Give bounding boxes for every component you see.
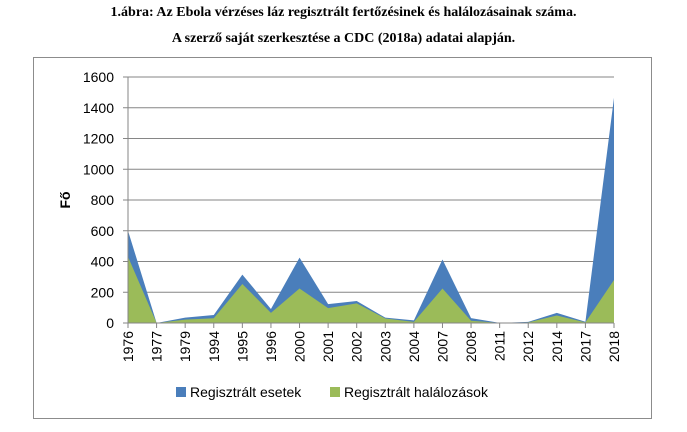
y-tick-label: 400	[91, 254, 115, 270]
y-tick-label: 1000	[83, 161, 114, 177]
x-tick-label: 1995	[234, 331, 250, 362]
y-tick-label: 0	[106, 315, 114, 331]
x-tick-label: 2003	[377, 331, 393, 362]
y-tick-label: 800	[91, 192, 115, 208]
x-tick-label: 2012	[520, 331, 536, 362]
legend-label-1: Regisztrált esetek	[190, 384, 302, 400]
x-tick-label: 2004	[406, 331, 422, 362]
x-tick-label: 1979	[177, 331, 193, 362]
y-tick-label: 1400	[83, 100, 114, 116]
series-areas	[128, 97, 614, 323]
y-tick-label: 200	[91, 284, 115, 300]
legend-swatch-1	[176, 387, 186, 397]
y-tick-label: 600	[91, 223, 115, 239]
area-series-2	[128, 256, 614, 323]
x-tick-label: 1996	[263, 331, 279, 362]
x-tick-label: 1977	[149, 331, 165, 362]
x-tick-label: 2002	[349, 331, 365, 362]
y-axis-label: Fő	[57, 191, 73, 208]
chart-frame	[33, 57, 652, 419]
x-tick-label: 2018	[606, 331, 622, 362]
legend-swatch-2	[330, 387, 340, 397]
x-tick-label: 2011	[492, 331, 508, 361]
x-tick-label: 2001	[320, 331, 336, 362]
chart-title: 1.ábra: Az Ebola vérzéses láz regisztrál…	[110, 5, 577, 20]
area-series-1	[128, 97, 614, 323]
legend: Regisztrált esetek Regisztrált halálozáso…	[176, 384, 489, 400]
y-tick-label: 1200	[83, 131, 114, 147]
y-tick-labels: 0 200 400 600 800 1000 1200 1400 1600	[83, 69, 114, 331]
x-tick-label: 2008	[463, 331, 479, 362]
x-tick-label: 2017	[577, 331, 593, 362]
x-tick-label: 2000	[292, 331, 308, 362]
x-tick-labels: 1976 1977 1979 1994 1995 1996 2000 2001 2002 2003…	[120, 331, 622, 362]
gridlines	[128, 76, 614, 293]
chart-subtitle: A szerző saját szerkesztése a CDC (2018a…	[171, 31, 516, 46]
y-tick-label: 1600	[83, 69, 114, 85]
x-tick-label: 1994	[206, 331, 222, 362]
x-tick-label: 2014	[549, 331, 565, 362]
axes	[123, 76, 615, 328]
legend-label-2: Regisztrált halálozások	[344, 384, 489, 400]
x-tick-label: 2007	[434, 331, 450, 362]
x-tick-label: 1976	[120, 331, 136, 362]
